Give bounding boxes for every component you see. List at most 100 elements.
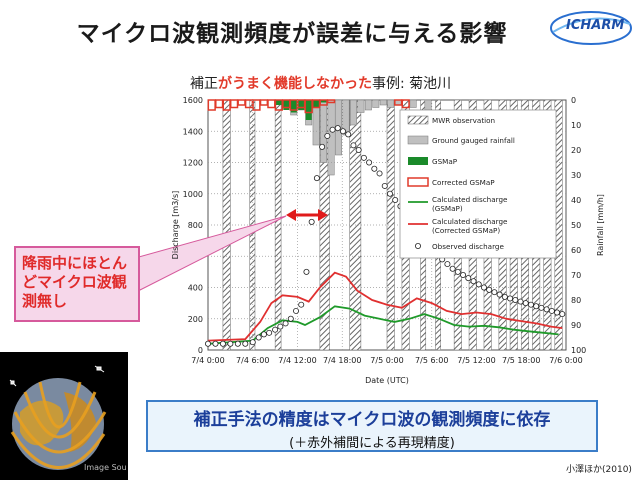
observed-discharge-point (559, 311, 566, 318)
legend-label: MWR observation (432, 116, 495, 125)
corrected-gsmap-bar (401, 99, 410, 109)
observed-discharge-point (486, 286, 493, 293)
observed-discharge-point (298, 301, 305, 308)
observed-discharge-point (543, 306, 550, 313)
x-axis-label: Date (UTC) (365, 376, 409, 385)
observed-discharge-point (371, 165, 378, 172)
observed-discharge-point (517, 298, 524, 305)
callout-note: 降雨中にほとんどマイクロ波観測無し (14, 246, 140, 322)
legend-label: Corrected GSMaP (432, 178, 495, 187)
observed-discharge-point (366, 159, 373, 166)
ground-rainfall-bar (424, 99, 432, 111)
observed-discharge-point (277, 323, 284, 330)
y2-tick-label: 100 (571, 346, 586, 355)
gsmap-bar (313, 100, 320, 108)
x-tick-label: 7/4 6:00 (236, 356, 269, 365)
chart-subtitle: 補正がうまく機能しなかった事例: 菊池川 (190, 73, 451, 93)
legend-box (399, 109, 557, 259)
observed-discharge-point (260, 331, 267, 338)
y2-tick-label: 80 (571, 296, 581, 305)
y2-tick-label: 70 (571, 271, 581, 280)
gsmap-bar (305, 100, 312, 120)
observed-discharge-point (444, 261, 451, 268)
observed-discharge-point (308, 218, 315, 225)
ground-rainfall-bar (387, 99, 395, 108)
gsmap-bar (298, 100, 305, 110)
no-observation-arrow (286, 209, 328, 221)
y-axis-label: Discharge [m3/s] (171, 191, 180, 260)
observed-discharge-point (538, 304, 545, 311)
x-tick-label: 7/5 18:00 (502, 356, 540, 365)
legend-label: Calculated discharge (432, 217, 508, 226)
observed-discharge-point (454, 268, 461, 275)
y2-tick-label: 10 (571, 121, 581, 130)
x-tick-label: 7/6 0:00 (549, 356, 582, 365)
observed-discharge-point (339, 128, 346, 135)
legend-label: Ground gauged rainfall (432, 136, 515, 145)
legend-swatch-mwr (407, 115, 429, 125)
observed-discharge-point (242, 340, 249, 347)
y-tick-label: 400 (188, 284, 203, 293)
gsmap-bar (275, 100, 282, 105)
hydrograph-chart: 0200400600800100012001400160001020304050… (127, 96, 605, 385)
y2-tick-label: 90 (571, 321, 581, 330)
ground-rainfall-bar (364, 99, 372, 111)
y-tick-label: 1400 (183, 127, 203, 136)
observed-discharge-point (392, 197, 399, 204)
subtitle-suffix: 事例: 菊池川 (372, 76, 452, 92)
observed-discharge-point (303, 268, 310, 275)
gsmap-bar (290, 100, 297, 113)
observed-discharge-point (313, 175, 320, 182)
observed-discharge-point (449, 265, 456, 272)
subtitle-highlight: がうまく機能しなかった (218, 76, 372, 92)
observed-discharge-point (491, 289, 498, 296)
y-tick-label: 1600 (183, 96, 203, 105)
observed-discharge-point (460, 271, 467, 278)
observed-discharge-point (470, 278, 477, 285)
observed-discharge-point (554, 309, 561, 316)
observed-discharge-point (533, 303, 540, 310)
legend-swatch-corrected (407, 177, 429, 187)
conclusion-sub: (＋赤外補間による再現精度) (289, 436, 455, 451)
legend-label: (Corrected GSMaP) (432, 226, 500, 235)
logo-text: ICHARM (566, 18, 625, 33)
y2-tick-label: 30 (571, 171, 581, 180)
observed-discharge-point (355, 147, 362, 154)
observed-discharge-point (334, 125, 341, 132)
observed-discharge-point (386, 190, 393, 197)
observed-discharge-point (465, 275, 472, 282)
observed-discharge-point (522, 300, 529, 307)
observed-discharge-point (501, 293, 508, 300)
gsmap-bar (283, 100, 290, 110)
observed-discharge-point (329, 126, 336, 133)
gsmap-bar (320, 100, 327, 103)
subtitle-prefix: 補正 (190, 76, 218, 92)
y-tick-label: 800 (188, 221, 203, 230)
citation: 小澤ほか(2010) (566, 465, 632, 475)
calculated-discharge-corrected-line (207, 271, 563, 342)
y-tick-label: 200 (188, 315, 203, 324)
observed-discharge-point (507, 295, 514, 302)
corrected-gsmap-bar (326, 99, 336, 104)
x-tick-label: 7/4 0:00 (191, 356, 224, 365)
observed-discharge-point (324, 132, 331, 139)
y-tick-label: 1000 (183, 190, 203, 199)
observed-discharge-point (496, 291, 503, 298)
y2-tick-label: 0 (571, 96, 576, 105)
observed-discharge-point (376, 170, 383, 177)
ground-rainfall-bar (409, 99, 417, 108)
slide-title: マイクロ波観測頻度が誤差に与える影響 (76, 21, 508, 47)
x-tick-label: 7/4 18:00 (323, 356, 361, 365)
y2-tick-label: 40 (571, 196, 581, 205)
observed-discharge-point (360, 154, 367, 161)
x-tick-label: 7/5 0:00 (370, 356, 403, 365)
legend-label: (GSMaP) (432, 204, 463, 213)
observed-discharge-point (266, 329, 273, 336)
observed-discharge-point (287, 315, 294, 322)
observed-discharge-point (480, 284, 487, 291)
legend-label: GSMaP (432, 157, 458, 166)
observed-discharge-point (272, 326, 279, 333)
conclusion-main: 補正手法の精度はマイクロ波の観測頻度に依存 (193, 410, 551, 430)
globe-illustration (9, 365, 107, 470)
y-tick-label: 1200 (183, 159, 203, 168)
